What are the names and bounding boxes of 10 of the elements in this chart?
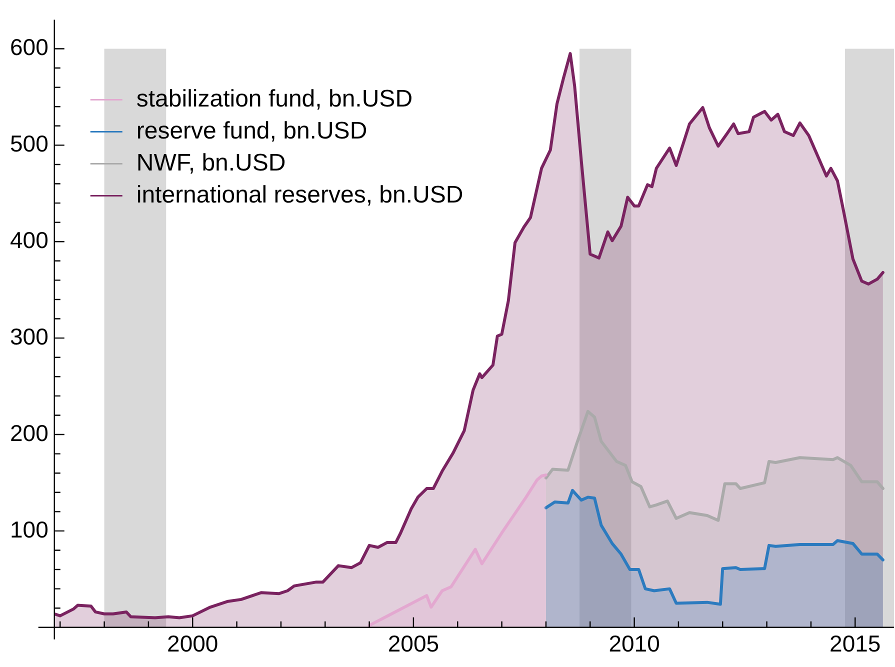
y-tick-label: 100: [10, 516, 48, 542]
x-tick-label: 2010: [608, 630, 660, 657]
x-tick-label: 2005: [388, 630, 440, 657]
x-tick-label: 2015: [830, 630, 881, 657]
y-tick-label: 500: [10, 130, 48, 157]
y-tick-label: 300: [10, 323, 48, 350]
x-tick-label: 2000: [167, 630, 218, 657]
y-tick-label: 600: [10, 34, 48, 60]
y-tick-label: 400: [10, 226, 48, 253]
y-tick-label: 200: [10, 420, 48, 446]
